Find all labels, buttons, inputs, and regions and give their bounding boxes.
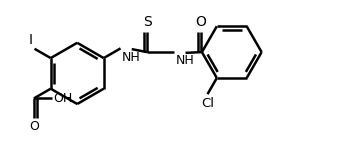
Text: S: S [143,15,152,29]
Text: O: O [196,15,206,29]
Text: O: O [29,120,39,134]
Text: NH: NH [122,51,141,64]
Text: OH: OH [53,92,72,105]
Text: Cl: Cl [201,97,214,110]
Text: NH: NH [176,54,194,67]
Text: I: I [29,33,33,47]
